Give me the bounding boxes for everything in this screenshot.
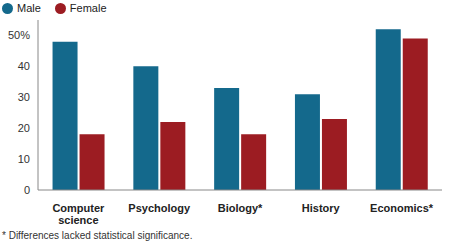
svg-text:10: 10 bbox=[18, 153, 30, 165]
svg-text:20: 20 bbox=[18, 122, 30, 134]
html-text:Female: Female bbox=[69, 2, 107, 14]
svg-text:30: 30 bbox=[18, 91, 30, 103]
html-text:Male: Male bbox=[17, 2, 41, 14]
html-text:* Differences lacked statistic: * Differences lacked statistical signifi… bbox=[2, 230, 193, 241]
svg-text:50%: 50% bbox=[8, 29, 30, 41]
svg-text:Economics*: Economics* bbox=[370, 202, 434, 214]
svg-text:Psychology: Psychology bbox=[128, 202, 191, 214]
svg-text:0: 0 bbox=[24, 184, 30, 196]
svg-text:Biology*: Biology* bbox=[218, 202, 263, 214]
svg-text:History: History bbox=[302, 202, 341, 214]
svg-text:Computerscience: Computerscience bbox=[52, 202, 105, 226]
svg-text:40: 40 bbox=[18, 60, 30, 72]
